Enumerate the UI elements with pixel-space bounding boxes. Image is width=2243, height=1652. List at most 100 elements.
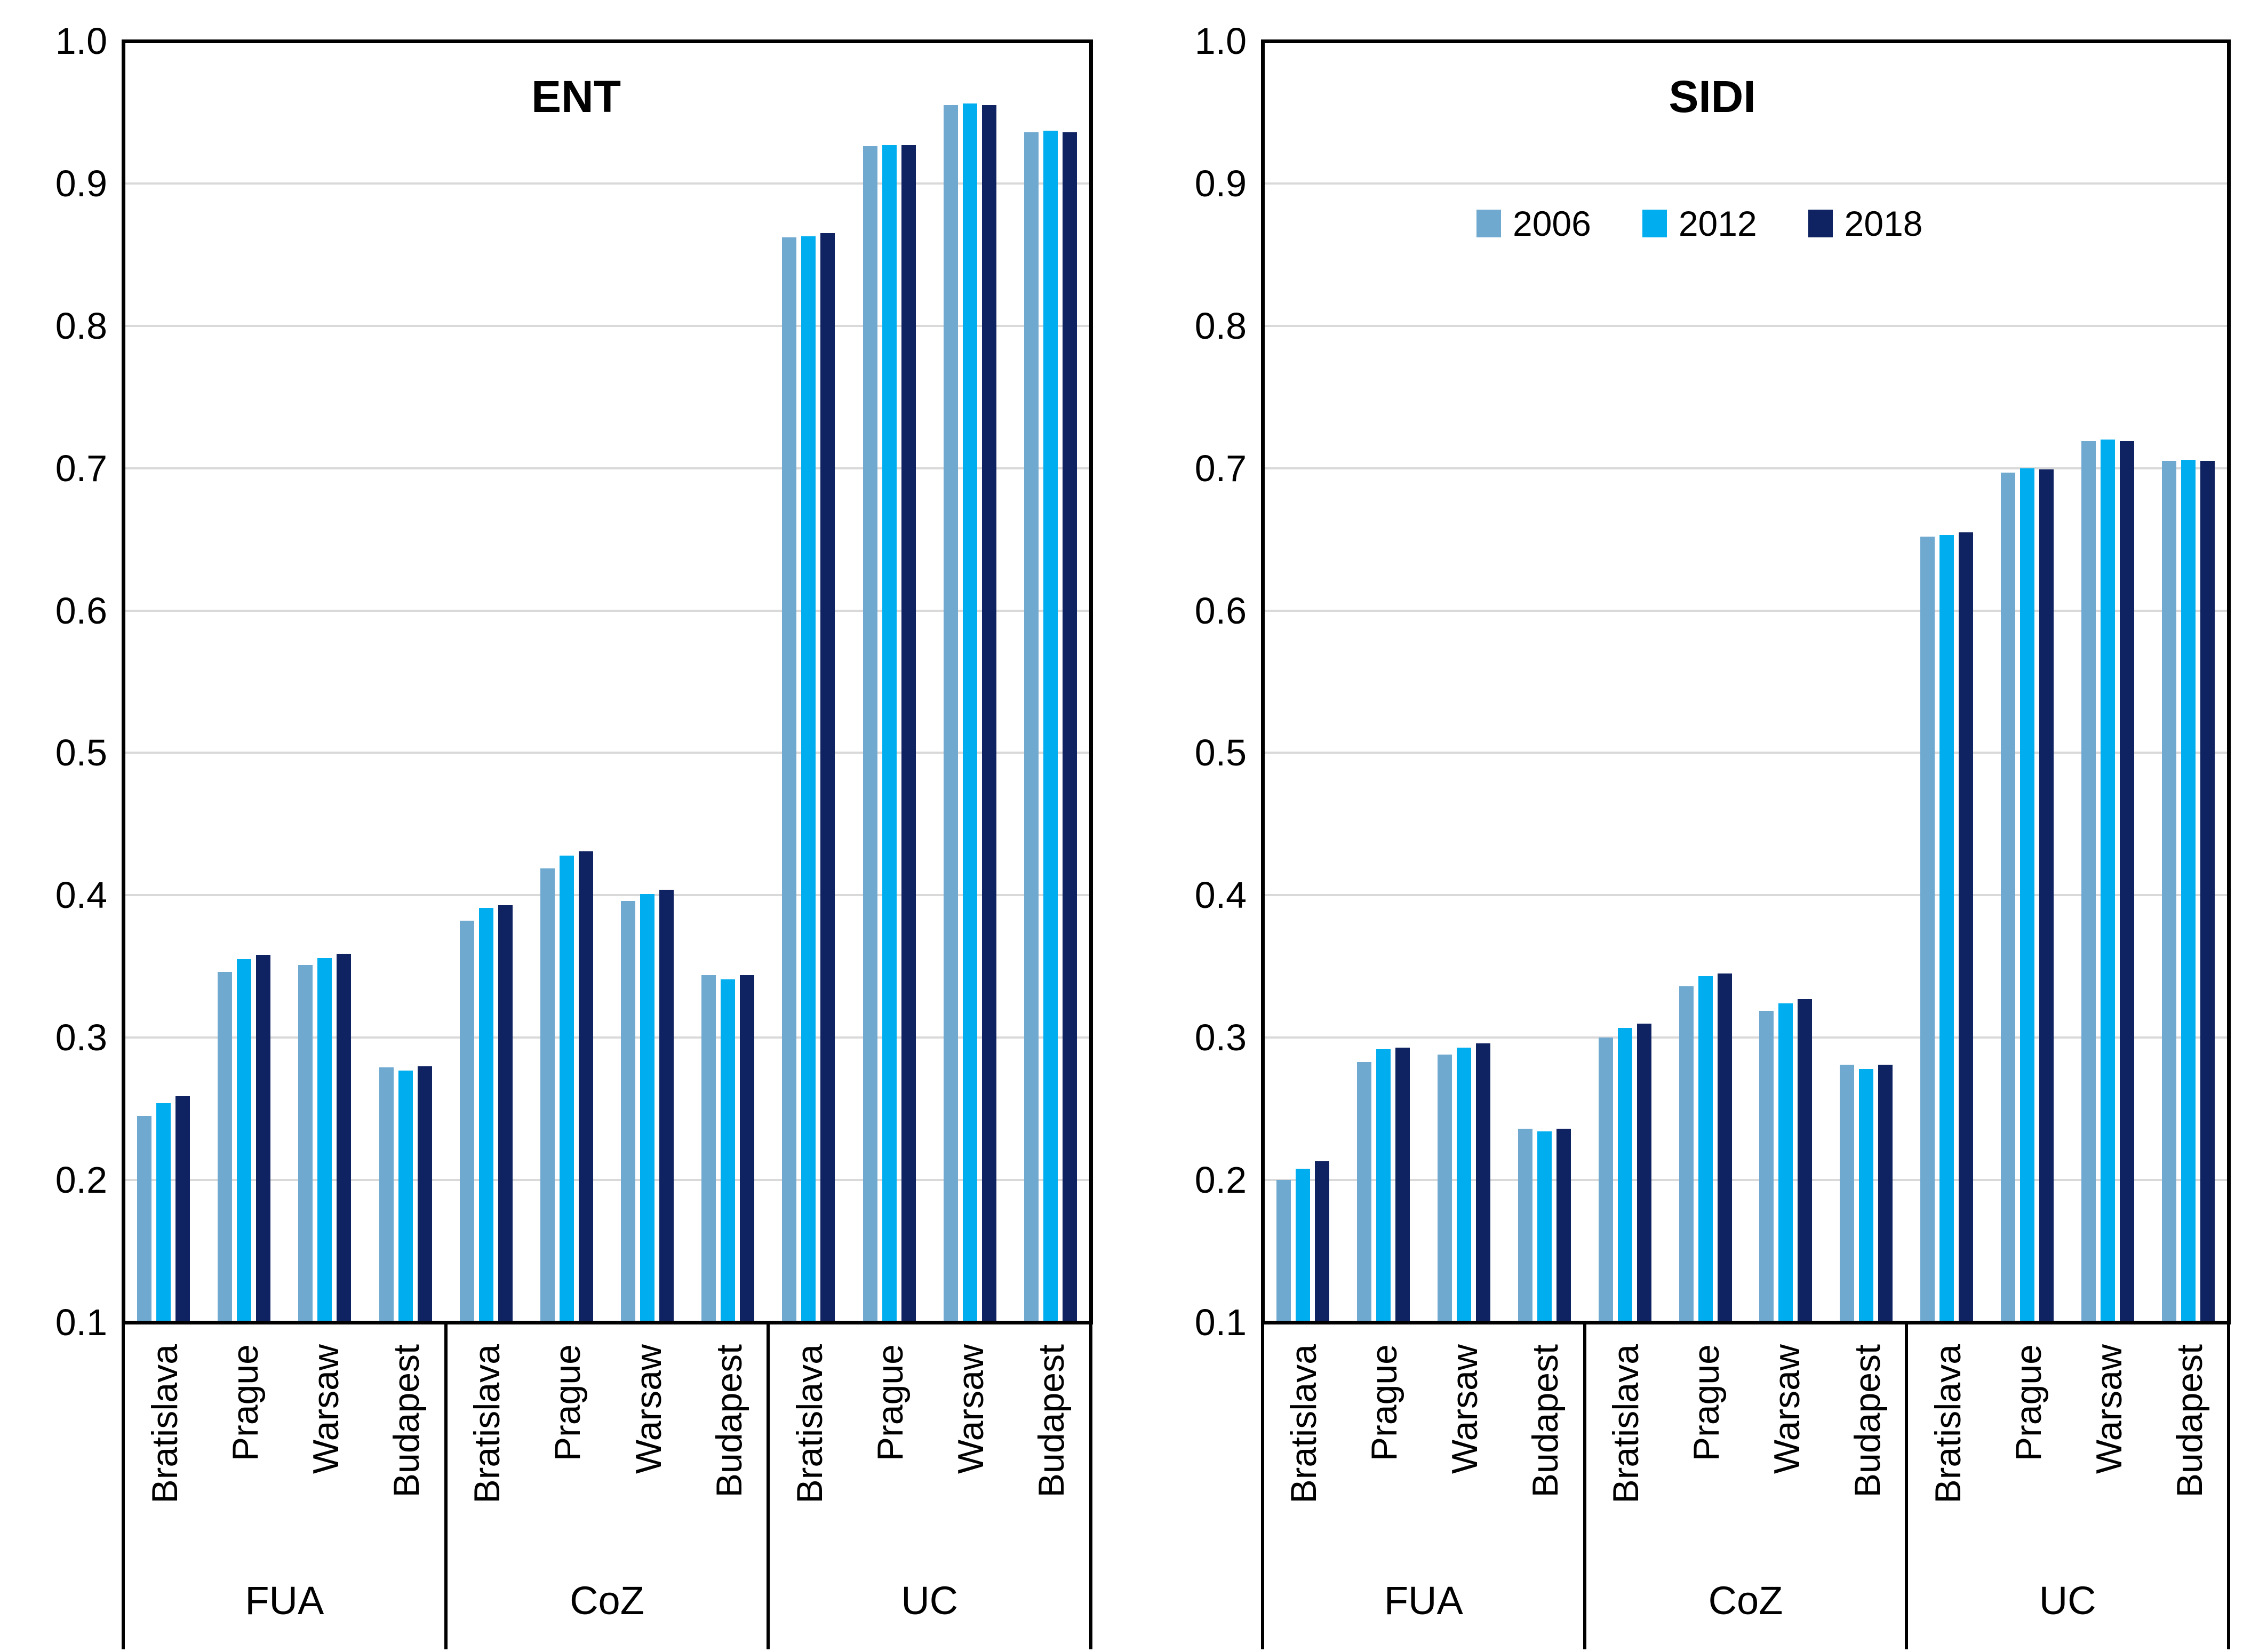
y-gridline (1263, 467, 2229, 469)
bar-UC-Warsaw-2018 (981, 105, 996, 1322)
bar-FUA-Prague-2012 (237, 959, 252, 1322)
legend: 2006 2012 2018 (1476, 206, 1922, 241)
bar-CoZ-Bratislava-2012 (478, 908, 493, 1322)
bar-FUA-Warsaw-2006 (298, 965, 313, 1322)
bar-CoZ-Budapest-2006 (701, 975, 716, 1322)
y-axis-tick-label: 0.1 (55, 1302, 107, 1343)
bar-CoZ-Bratislava-2006 (1598, 1038, 1613, 1322)
y-axis-tick-label: 0.3 (1194, 1017, 1247, 1059)
bar-CoZ-Prague-2018 (578, 851, 593, 1322)
y-axis-tick-label: 1.0 (55, 20, 107, 62)
y-gridline (123, 182, 1091, 185)
x-axis-city-label: Prague (2008, 1344, 2049, 1462)
bar-FUA-Bratislava-2018 (1314, 1161, 1329, 1322)
bar-UC-Bratislava-2018 (1959, 532, 1974, 1322)
group-divider (122, 1322, 125, 1649)
x-axis-group-label: FUA (245, 1578, 324, 1623)
y-gridline (1263, 1179, 2229, 1182)
sidi-chart-title: SIDI (1669, 71, 1756, 122)
legend-item-2006: 2006 (1476, 206, 1591, 241)
x-axis-city-label: Bratislava (1927, 1344, 1968, 1504)
bar-CoZ-Bratislava-2018 (498, 905, 513, 1322)
bar-CoZ-Warsaw-2012 (640, 893, 655, 1322)
x-axis-city-label: Budapest (1525, 1344, 1566, 1498)
x-axis-city-label: Warsaw (1444, 1344, 1486, 1474)
plot-area-border (122, 39, 1093, 1324)
x-axis-group-label: UC (901, 1578, 959, 1623)
y-axis-tick-label: 0.3 (55, 1017, 107, 1059)
x-axis-group-label: UC (2039, 1578, 2096, 1623)
bar-UC-Prague-2006 (2001, 472, 2016, 1322)
y-axis-tick-label: 0.1 (1194, 1302, 1247, 1343)
bar-UC-Prague-2018 (2039, 469, 2054, 1322)
bar-FUA-Budapest-2006 (379, 1067, 394, 1322)
bar-FUA-Prague-2012 (1376, 1049, 1391, 1322)
group-divider (1583, 1322, 1586, 1649)
bar-UC-Warsaw-2012 (2101, 440, 2116, 1322)
y-gridline (123, 324, 1091, 327)
bar-UC-Warsaw-2012 (962, 103, 977, 1322)
bar-FUA-Warsaw-2018 (1475, 1043, 1490, 1322)
group-divider (1089, 1322, 1092, 1649)
bar-CoZ-Warsaw-2006 (1759, 1010, 1774, 1322)
bar-UC-Budapest-2018 (1062, 132, 1077, 1322)
bar-UC-Warsaw-2018 (2120, 441, 2135, 1322)
bar-FUA-Budapest-2018 (417, 1066, 432, 1322)
y-axis-tick-label: 0.5 (55, 732, 107, 774)
bar-FUA-Bratislava-2012 (1295, 1168, 1310, 1322)
bar-CoZ-Warsaw-2006 (621, 901, 636, 1322)
y-gridline (123, 1179, 1091, 1182)
y-gridline (123, 1036, 1091, 1039)
y-gridline (1263, 609, 2229, 612)
group-divider (2227, 1322, 2230, 1649)
bar-FUA-Prague-2018 (1395, 1047, 1410, 1322)
x-axis-city-label: Bratislava (1283, 1344, 1324, 1504)
bar-CoZ-Budapest-2012 (1859, 1068, 1874, 1322)
x-axis-city-label: Warsaw (1766, 1344, 1807, 1474)
bar-FUA-Budapest-2018 (1556, 1129, 1571, 1322)
bar-CoZ-Prague-2006 (540, 868, 555, 1322)
bar-CoZ-Bratislava-2018 (1637, 1023, 1651, 1322)
bar-UC-Warsaw-2006 (2081, 441, 2096, 1322)
y-axis-tick-label: 0.6 (55, 589, 107, 632)
y-gridline (1263, 752, 2229, 754)
bar-UC-Budapest-2012 (1043, 131, 1058, 1322)
x-axis-city-label: Warsaw (2088, 1344, 2129, 1474)
bar-UC-Budapest-2012 (2181, 459, 2196, 1322)
group-divider (1905, 1322, 1909, 1649)
legend-item-2012: 2012 (1642, 206, 1757, 241)
x-axis-group-label: CoZ (1708, 1578, 1783, 1623)
bar-FUA-Warsaw-2018 (337, 953, 352, 1322)
y-gridline (1263, 182, 2229, 185)
legend-swatch-2012-icon (1642, 210, 1667, 237)
ent-chart-title: ENT (531, 71, 621, 122)
bar-UC-Bratislava-2006 (782, 237, 797, 1322)
y-axis-tick-label: 0.7 (55, 447, 107, 489)
bar-UC-Prague-2006 (863, 146, 877, 1322)
bar-FUA-Budapest-2012 (1537, 1131, 1552, 1322)
y-axis-tick-label: 0.5 (1194, 732, 1247, 774)
plot-area-border (1261, 39, 2231, 1324)
x-axis-city-label: Budapest (1847, 1344, 1888, 1498)
y-gridline (1263, 894, 2229, 897)
bar-UC-Budapest-2018 (2200, 461, 2215, 1322)
y-gridline (123, 894, 1091, 897)
y-axis-tick-label: 0.4 (1194, 874, 1247, 916)
legend-swatch-2018-icon (1808, 210, 1833, 237)
y-axis-tick-label: 0.9 (1194, 162, 1247, 204)
x-axis-city-label: Prague (1364, 1344, 1405, 1462)
bar-FUA-Prague-2018 (256, 955, 271, 1322)
bar-CoZ-Bratislava-2012 (1617, 1027, 1632, 1322)
legend-label-2006: 2006 (1513, 204, 1591, 243)
bar-UC-Budapest-2006 (1024, 132, 1039, 1322)
bar-CoZ-Budapest-2006 (1840, 1064, 1855, 1322)
bar-CoZ-Budapest-2012 (721, 979, 736, 1322)
legend-label-2012: 2012 (1678, 204, 1757, 243)
bar-CoZ-Prague-2012 (1698, 976, 1713, 1322)
bar-UC-Bratislava-2006 (1920, 536, 1935, 1322)
x-axis-group-label: FUA (1384, 1578, 1463, 1623)
group-divider (1261, 1322, 1264, 1649)
bar-FUA-Prague-2006 (218, 972, 233, 1322)
bar-CoZ-Budapest-2018 (740, 975, 755, 1322)
bar-FUA-Bratislava-2018 (175, 1096, 190, 1322)
